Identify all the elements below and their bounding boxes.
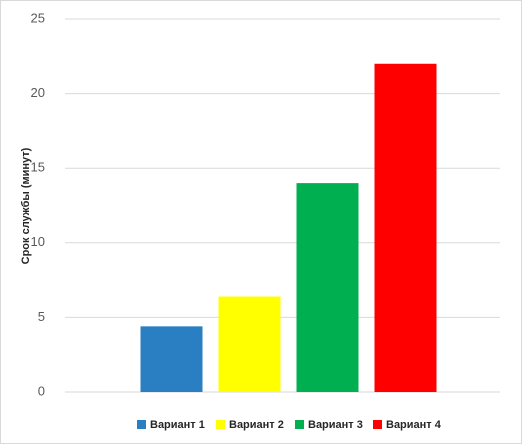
legend-label: Вариант 2 (229, 419, 284, 431)
y-tick-label: 10 (31, 234, 45, 249)
legend-swatch (295, 420, 304, 429)
legend-label: Вариант 3 (308, 419, 363, 431)
legend-label: Вариант 1 (150, 419, 205, 431)
bar (218, 296, 281, 392)
bar (296, 183, 359, 392)
bar (140, 326, 203, 392)
bar (374, 63, 437, 392)
y-axis-title: Срок службы (минут) (20, 147, 32, 264)
legend-swatch (216, 420, 225, 429)
y-tick-label: 20 (31, 85, 45, 100)
y-tick-label: 0 (38, 383, 45, 398)
legend-swatch (373, 420, 382, 429)
legend-label: Вариант 4 (386, 419, 442, 431)
y-tick-label: 15 (31, 160, 45, 175)
legend-swatch (137, 420, 146, 429)
y-tick-label: 25 (31, 10, 45, 25)
y-tick-label: 5 (38, 309, 45, 324)
